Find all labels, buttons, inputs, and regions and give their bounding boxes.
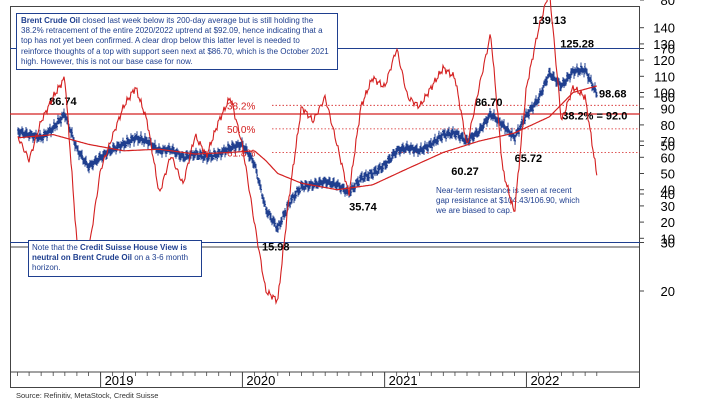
price-bar-2021-10 bbox=[479, 108, 491, 134]
price-tick-140: 140 bbox=[653, 21, 675, 36]
price-tick-130: 130 bbox=[653, 37, 675, 52]
price-bar-2018-09 bbox=[41, 123, 54, 144]
price-label-9: 38.2% = 92.0 bbox=[562, 110, 627, 122]
price-tick-100: 100 bbox=[653, 86, 675, 101]
price-tick-110: 110 bbox=[654, 69, 675, 84]
commentary-text: closed last week below its 200-day avera… bbox=[21, 16, 329, 66]
house-view-highlight: Credit Suisse House View is neutral on B… bbox=[32, 243, 188, 263]
price-label-1: 15.98 bbox=[262, 242, 290, 254]
price-bar-2021-03 bbox=[396, 140, 408, 157]
chart-frame bbox=[10, 6, 640, 388]
price-bar-2019-04 bbox=[123, 133, 136, 151]
year-label-2019: 2019 bbox=[105, 373, 134, 388]
resistance-note-line-2: we are biased to cap. bbox=[435, 206, 512, 215]
oscillator-tick-70: 70 bbox=[661, 42, 675, 57]
price-bar-2020-09 bbox=[325, 176, 338, 191]
price-bar-2019-02 bbox=[100, 145, 113, 163]
price-bar-2018-12 bbox=[76, 145, 89, 172]
price-tick-120: 120 bbox=[653, 53, 675, 68]
retracement-label-0: 38.2% bbox=[227, 101, 255, 112]
price-bar-2022-04 bbox=[549, 67, 562, 92]
price-tick-90: 90 bbox=[661, 102, 675, 117]
oscillator-tick-40: 40 bbox=[661, 187, 675, 202]
resistance-note-line-1: gap resistance at $104.43/106.90, which bbox=[436, 196, 580, 205]
price-bar-2020-03 bbox=[254, 161, 266, 207]
oscillator-tick-80: 80 bbox=[661, 0, 675, 8]
price-label-5: 65.72 bbox=[515, 153, 543, 165]
oscillator-tick-60: 60 bbox=[661, 90, 675, 105]
price-bar-2021-11 bbox=[490, 109, 503, 132]
year-label-2020: 2020 bbox=[246, 373, 275, 388]
price-label-4: 86.70 bbox=[475, 97, 503, 109]
price-bar-2019-11 bbox=[206, 147, 219, 165]
price-bar-2022-07 bbox=[585, 67, 598, 98]
moving-average-line bbox=[17, 85, 597, 191]
price-bar-2018-11 bbox=[64, 112, 77, 152]
price-tick-10: 10 bbox=[661, 231, 675, 246]
commentary-box: Brent Crude Oil closed last week below i… bbox=[16, 13, 338, 71]
oscillator-tick-20: 20 bbox=[661, 284, 675, 299]
price-bar-2020-07 bbox=[301, 179, 314, 193]
price-bar-2019-05 bbox=[135, 131, 148, 147]
price-bar-2021-02 bbox=[384, 148, 397, 170]
oscillator-line bbox=[17, 0, 598, 305]
price-bar-2022-02 bbox=[526, 95, 539, 120]
price-bar-2022-05 bbox=[561, 66, 574, 88]
price-bar-2019-10 bbox=[195, 147, 207, 163]
price-label-2: 35.74 bbox=[349, 202, 377, 214]
price-bar-2021-07 bbox=[443, 126, 455, 142]
year-label-2021: 2021 bbox=[389, 373, 418, 388]
retracement-levels: 38.2% 50.0% 61.8% bbox=[10, 101, 640, 160]
price-bar-2022-06 bbox=[573, 62, 586, 79]
price-bar-2021-06 bbox=[431, 129, 444, 151]
price-bar-2019-03 bbox=[112, 137, 124, 155]
commentary-title: Brent Crude Oil bbox=[21, 16, 81, 25]
price-tick-50: 50 bbox=[661, 167, 675, 182]
resistance-note-line-0: Near-term resistance is seen at recent bbox=[436, 186, 572, 195]
oscillator-tick-30: 30 bbox=[661, 236, 675, 251]
price-bar-2020-04 bbox=[265, 206, 278, 233]
price-tick-30: 30 bbox=[661, 199, 675, 214]
house-view-post: on a 3-6 month horizon. bbox=[32, 253, 189, 273]
moving-average-series bbox=[17, 85, 597, 191]
price-bar-2019-01 bbox=[88, 151, 101, 174]
price-bar-2018-10 bbox=[53, 108, 65, 132]
year-label-2022: 2022 bbox=[530, 373, 559, 388]
oscillator-tick-50: 50 bbox=[661, 139, 675, 154]
time-axis: 2019 2020 2021 2022 bbox=[17, 372, 598, 388]
price-bar-2022-03 bbox=[538, 67, 550, 104]
price-bar-2021-05 bbox=[419, 138, 432, 156]
price-tick-40: 40 bbox=[661, 183, 675, 198]
retracement-label-1: 50.0% bbox=[227, 125, 255, 136]
price-bar-2021-12 bbox=[502, 119, 515, 142]
price-bar-2021-04 bbox=[407, 142, 420, 157]
price-label-0: 86.74 bbox=[49, 96, 77, 108]
price-tick-60: 60 bbox=[661, 150, 675, 165]
price-tick-70: 70 bbox=[661, 134, 675, 149]
price-bar-2020-12 bbox=[360, 168, 373, 183]
house-view-pre: Note that the bbox=[32, 243, 81, 252]
price-annotations: 86.74 15.98 35.74 60.27 86.70 65.72 139.13 125.… bbox=[49, 15, 627, 254]
price-tick-20: 20 bbox=[661, 215, 675, 230]
house-view-box: Note that the Credit Suisse House View i… bbox=[28, 240, 202, 277]
retracement-label-2: 61.8% bbox=[227, 149, 255, 160]
price-bar-2020-06 bbox=[289, 180, 302, 209]
price-label-6: 139.13 bbox=[533, 15, 567, 27]
price-label-3: 60.27 bbox=[451, 166, 479, 178]
source-note: Source: Refinitiv, MetaStock, Credit Sui… bbox=[16, 391, 159, 400]
price-bar-2021-01 bbox=[372, 160, 385, 180]
price-label-7: 125.28 bbox=[560, 39, 594, 51]
price-bar-2020-01 bbox=[230, 137, 243, 154]
price-label-8: 98.68 bbox=[599, 89, 627, 101]
price-bar-2019-06 bbox=[147, 137, 160, 156]
price-tick-80: 80 bbox=[661, 118, 675, 133]
